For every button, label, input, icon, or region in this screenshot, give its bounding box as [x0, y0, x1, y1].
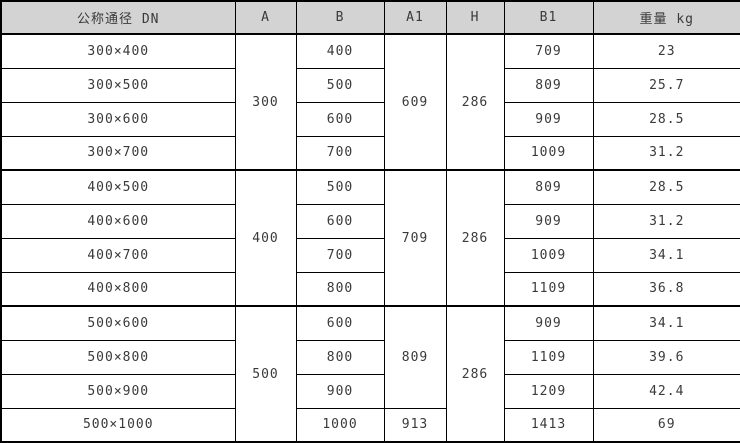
table-cell: 286 [445, 33, 505, 171]
table-cell: 500×1000 [0, 407, 236, 443]
table-cell: 31.2 [592, 135, 740, 171]
table-cell: 300×500 [0, 67, 236, 103]
header-cell-a: A [234, 0, 297, 35]
table-cell: 300×400 [0, 33, 236, 69]
table-row: 300×400 300 400 609 286 709 23 [0, 33, 740, 171]
table-row: 400×700 700 1009 34.1 [0, 237, 740, 273]
table-row: 500×600 500 600 809 286 909 34.1 [0, 305, 740, 443]
table-cell: 1000 [295, 407, 385, 443]
table-cell: 809 [383, 305, 447, 409]
table-cell: 1413 [503, 407, 594, 443]
table-cell: 400×800 [0, 271, 236, 307]
table-cell: 909 [503, 305, 594, 341]
table-cell: 1009 [503, 135, 594, 171]
table-cell: 34.1 [592, 237, 740, 273]
table-cell: 300×600 [0, 101, 236, 137]
table-cell: 809 [503, 169, 594, 205]
table-cell: 809 [503, 67, 594, 103]
table-cell: 600 [295, 101, 385, 137]
table-cell: 800 [295, 339, 385, 375]
table-cell: 609 [383, 33, 447, 171]
header-cell-b1: B1 [503, 0, 594, 35]
table-row: 400×600 600 909 31.2 [0, 203, 740, 239]
table-cell: 23 [592, 33, 740, 69]
table-cell: 300×700 [0, 135, 236, 171]
table-cell: 600 [295, 203, 385, 239]
table-cell: 500 [234, 305, 297, 443]
table-row: 400×500 400 500 709 286 809 28.5 [0, 169, 740, 307]
table-cell: 913 [383, 407, 447, 443]
table-cell: 1209 [503, 373, 594, 409]
table-cell: 600 [295, 305, 385, 341]
table-cell: 500 [295, 169, 385, 205]
table-cell: 909 [503, 101, 594, 137]
header-cell-b: B [295, 0, 385, 35]
table-cell: 500×900 [0, 373, 236, 409]
header-cell-nominal-diameter: 公称通径 DN [0, 0, 236, 35]
table-cell: 400 [234, 169, 297, 307]
table-cell: 500×800 [0, 339, 236, 375]
table-cell: 300 [234, 33, 297, 171]
table-cell: 1109 [503, 339, 594, 375]
header-row: 公称通径 DN A B A1 H B1 重量 kg [0, 0, 740, 35]
table-cell: 900 [295, 373, 385, 409]
table-cell: 400×700 [0, 237, 236, 273]
table-cell: 700 [295, 237, 385, 273]
header-cell-h: H [445, 0, 505, 35]
table-cell: 28.5 [592, 101, 740, 137]
table-row: 500×900 900 1209 42.4 [0, 373, 740, 409]
table-cell: 69 [592, 407, 740, 443]
table-cell: 800 [295, 271, 385, 307]
table-cell: 700 [295, 135, 385, 171]
table-cell: 400 [295, 33, 385, 69]
table-body: 300×400 300 400 609 286 709 23 300×500 500 809 25.… [0, 33, 740, 443]
table-row: 300×500 500 809 25.7 [0, 67, 740, 103]
table-cell: 709 [503, 33, 594, 69]
table-cell: 36.8 [592, 271, 740, 307]
table-cell: 39.6 [592, 339, 740, 375]
table-cell: 25.7 [592, 67, 740, 103]
table-cell: 400×500 [0, 169, 236, 205]
table-row: 300×700 700 1009 31.2 [0, 135, 740, 171]
table-row: 400×800 800 1109 36.8 [0, 271, 740, 307]
header-cell-weight: 重量 kg [592, 0, 740, 35]
table-cell: 500×600 [0, 305, 236, 341]
table-cell: 1109 [503, 271, 594, 307]
table-row: 300×600 600 909 28.5 [0, 101, 740, 137]
header-cell-a1: A1 [383, 0, 447, 35]
table-cell: 709 [383, 169, 447, 307]
table-cell: 286 [445, 169, 505, 307]
table-cell: 31.2 [592, 203, 740, 239]
table-row: 500×800 800 1109 39.6 [0, 339, 740, 375]
table-cell: 909 [503, 203, 594, 239]
table-cell: 34.1 [592, 305, 740, 341]
table-cell: 500 [295, 67, 385, 103]
table-cell: 286 [445, 305, 505, 443]
table-cell: 42.4 [592, 373, 740, 409]
table-cell: 400×600 [0, 203, 236, 239]
table-cell: 28.5 [592, 169, 740, 205]
table-cell: 1009 [503, 237, 594, 273]
table-row: 500×1000 1000 913 1413 69 [0, 407, 740, 443]
